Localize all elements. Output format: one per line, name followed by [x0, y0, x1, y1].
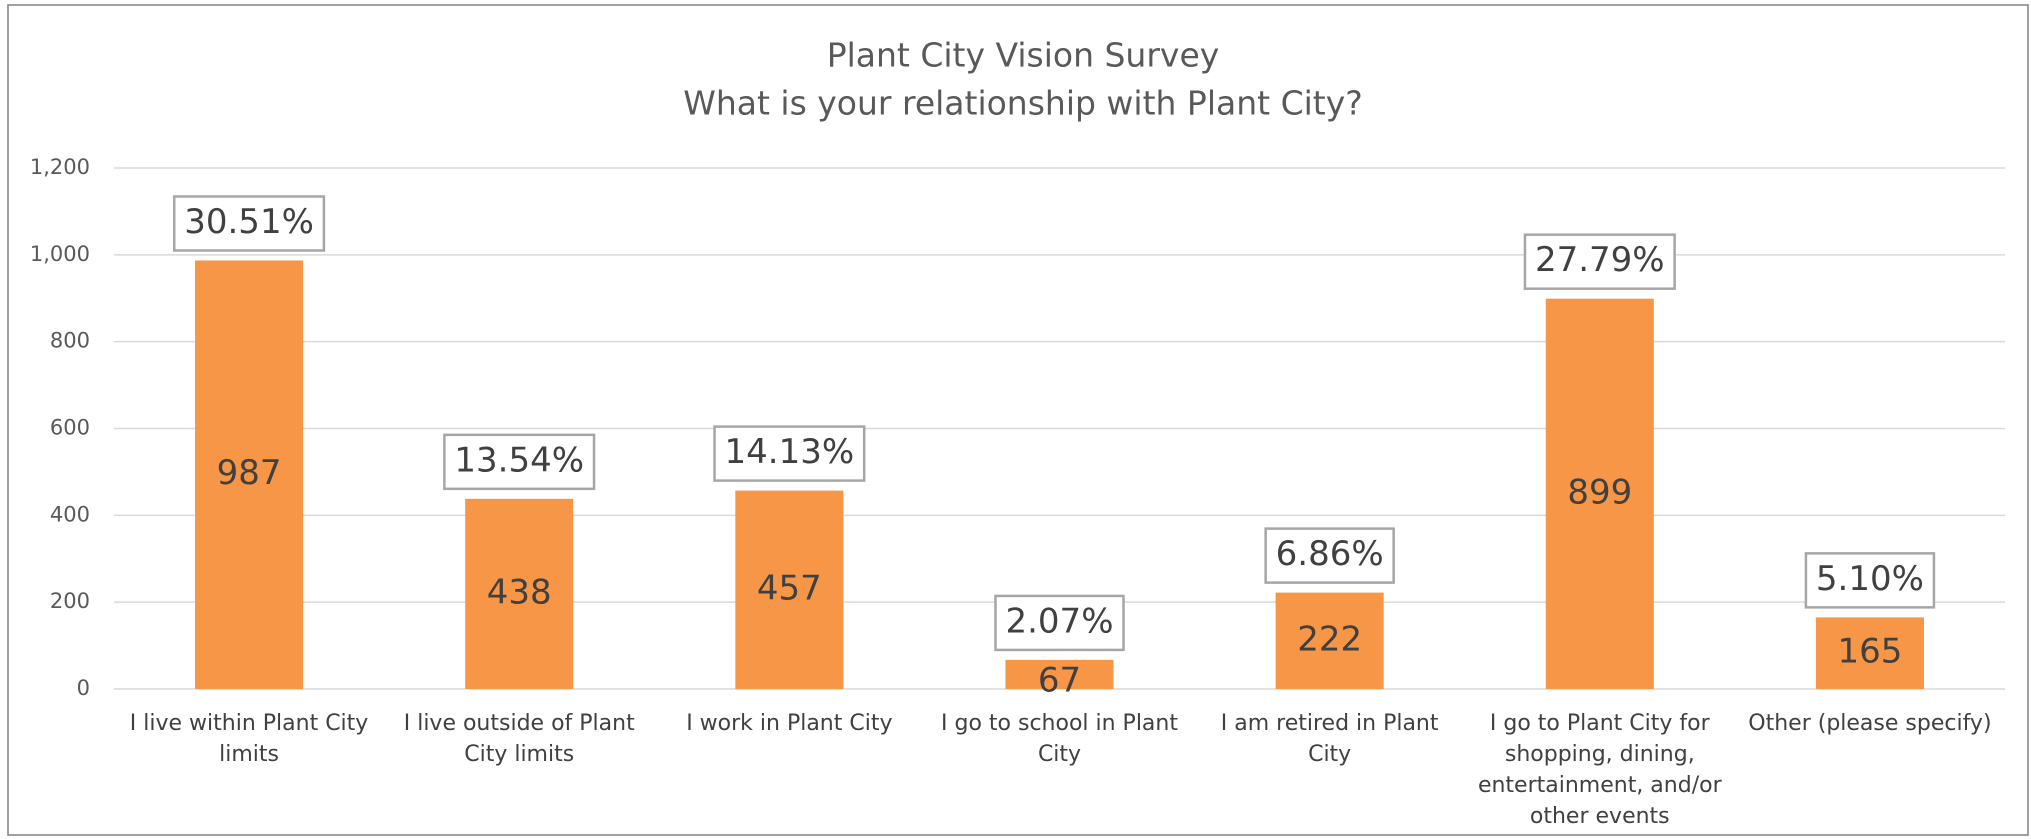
- y-tick-label: 200: [50, 589, 90, 613]
- y-tick-label: 600: [50, 416, 90, 440]
- y-tick-label: 400: [50, 502, 90, 526]
- bar: [195, 260, 304, 689]
- y-tick-label: 1,200: [30, 155, 90, 179]
- x-tick-label-line: limits: [219, 742, 279, 767]
- percentage-label-box: [172, 195, 326, 252]
- value-label: 222: [1297, 619, 1362, 659]
- x-tick-label-line: entertainment, and/or: [1478, 773, 1723, 798]
- percentage-label-box: [1523, 233, 1676, 290]
- percentage-label: 30.51%: [184, 202, 314, 242]
- x-tick-label: I live outside of Plant City limits: [404, 711, 635, 767]
- value-label: 987: [217, 453, 282, 493]
- percentage-label-box: [443, 433, 596, 491]
- percentage-label-box: [1264, 527, 1395, 584]
- x-tick-label-line: I work in Plant City: [686, 711, 892, 736]
- x-tick-label-line: I go to Plant City for: [1490, 711, 1711, 736]
- bar: [735, 490, 844, 689]
- percentage-label-box: [713, 425, 866, 482]
- x-tick-label-line: Other (please specify): [1748, 711, 1991, 736]
- x-tick-label-line: shopping, dining,: [1505, 742, 1695, 767]
- chart-subtitle: What is your relationship with Plant Cit…: [683, 84, 1363, 123]
- bar: [1545, 298, 1654, 689]
- percentage-label: 6.86%: [1276, 534, 1384, 574]
- bar: [1815, 617, 1924, 689]
- x-tick-label-line: City: [1308, 742, 1351, 767]
- chart-title: Plant City Vision Survey: [827, 36, 1220, 75]
- percentage-label: 27.79%: [1535, 240, 1665, 280]
- x-tick-label-line: other events: [1530, 804, 1670, 829]
- x-tick-label: I am retired in Plant City: [1221, 711, 1439, 767]
- x-tick-label-line: I am retired in Plant: [1221, 711, 1439, 736]
- x-tick-label-line: I go to school in Plant: [941, 711, 1178, 736]
- value-label: 165: [1837, 632, 1902, 672]
- x-tick-label: I live within Plant City limits: [130, 711, 369, 767]
- bar: [1275, 592, 1384, 689]
- chart-border: [7, 4, 2029, 836]
- value-label: 899: [1567, 472, 1632, 512]
- bar: [465, 498, 574, 689]
- percentage-label-box: [1804, 552, 1936, 609]
- percentage-label-box: [994, 594, 1125, 652]
- value-label: 67: [1038, 660, 1081, 700]
- x-tick-label: I work in Plant City: [686, 711, 892, 736]
- value-label: 438: [487, 572, 552, 612]
- x-tick-label-line: I live outside of Plant: [404, 711, 635, 736]
- percentage-label: 5.10%: [1816, 559, 1924, 599]
- y-tick-label: 800: [50, 329, 90, 353]
- y-tick-label: 1,000: [30, 242, 90, 266]
- percentage-label: 2.07%: [1005, 601, 1113, 641]
- x-tick-label-line: I live within Plant City: [130, 711, 369, 736]
- x-tick-label-line: City: [1038, 742, 1081, 767]
- percentage-label: 14.13%: [725, 432, 855, 472]
- bar: [1005, 659, 1114, 689]
- x-tick-label: I go to Plant City for shopping, dining, e…: [1478, 711, 1723, 829]
- x-tick-label: Other (please specify): [1748, 711, 1991, 736]
- percentage-label: 13.54%: [454, 440, 584, 480]
- x-tick-label: I go to school in Plant City: [941, 711, 1178, 767]
- value-label: 457: [757, 568, 822, 608]
- x-tick-label-line: City limits: [464, 742, 574, 767]
- y-tick-label: 0: [77, 676, 90, 700]
